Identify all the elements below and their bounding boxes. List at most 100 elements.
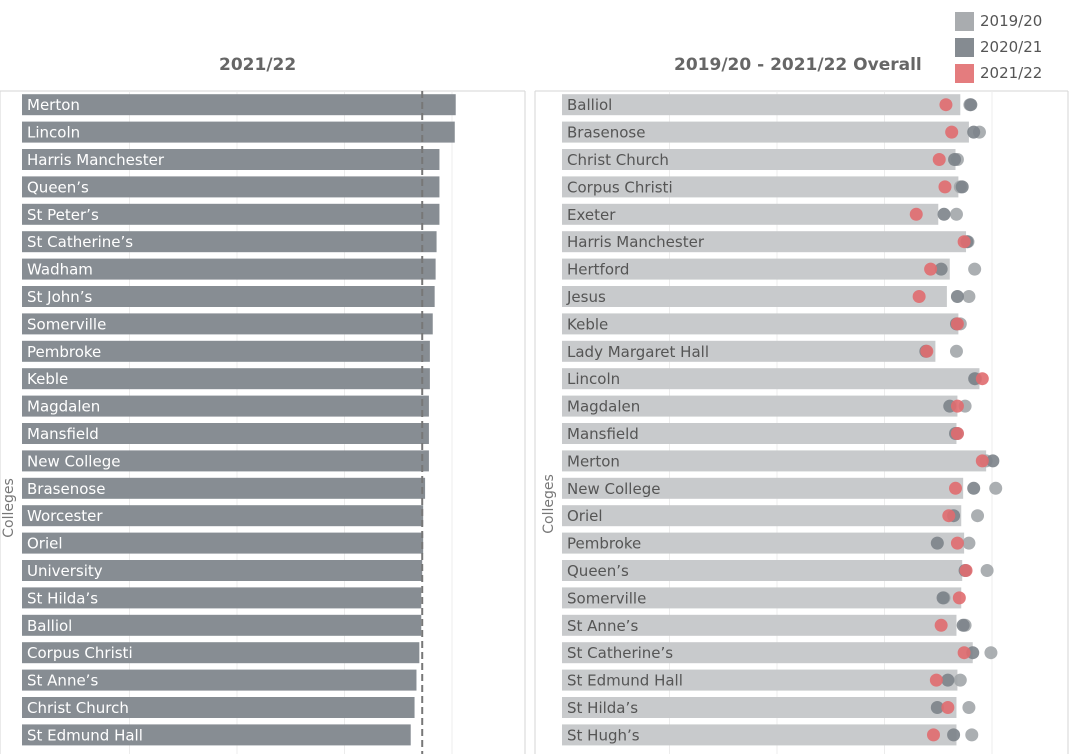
left-bar-label: St Edmund Hall (27, 726, 143, 744)
right-bar-label: Keble (567, 315, 608, 333)
legend-label-2019-20: 2019/20 (980, 12, 1043, 30)
legend-item-2020-21[interactable]: 2020/21 (955, 34, 1042, 60)
right-bar (562, 340, 936, 362)
left-bar (22, 368, 430, 390)
legend-swatch-2019-20 (955, 11, 974, 31)
left-panel-title: 2021/22 (219, 55, 297, 75)
legend-item-2021-22[interactable]: 2021/22 (955, 60, 1042, 86)
right-bar (562, 505, 962, 527)
right-bar-label: Oriel (567, 507, 603, 525)
legend-item-2019-20[interactable]: 2019/20 (955, 8, 1042, 34)
dot-2021-22 (975, 454, 989, 468)
dot-2021-22 (950, 317, 964, 331)
left-bar (22, 231, 437, 253)
dot-2021-22 (909, 207, 923, 221)
dot-2019-20 (962, 701, 976, 714)
left-bar-label: St Anne’s (27, 672, 98, 690)
dot-2020-21 (967, 125, 981, 139)
right-bar-label: Jesus (566, 288, 606, 306)
right-bar-label: Brasenose (567, 124, 645, 142)
dot-2019-20 (953, 673, 967, 687)
dot-2020-21 (936, 591, 950, 605)
right-bar-label: New College (567, 480, 660, 498)
right-bar-label: Christ Church (567, 151, 669, 169)
dot-2019-20 (980, 564, 994, 577)
right-bar-label: Harris Manchester (567, 233, 705, 251)
left-bar-label: Wadham (27, 261, 93, 279)
chart-legend: 2019/20 2020/21 2021/22 (955, 8, 1042, 86)
dot-2021-22 (939, 98, 953, 112)
dot-2021-22 (957, 235, 971, 249)
dot-2019-20 (984, 646, 998, 660)
right-bar (562, 231, 967, 253)
right-bar (562, 532, 965, 554)
right-panel-title: 2019/20 - 2021/22 Overall (674, 55, 922, 75)
right-bar (562, 258, 950, 280)
legend-swatch-2021-22 (955, 63, 974, 83)
left-bar (22, 313, 433, 335)
left-bar-label: Oriel (27, 535, 63, 553)
dot-2020-21 (955, 180, 969, 194)
left-bar (22, 450, 429, 472)
left-bar-label: University (27, 562, 103, 580)
right-bar-label: Merton (567, 452, 620, 470)
dot-2020-21 (930, 536, 944, 550)
right-bar-label: Lady Margaret Hall (567, 343, 709, 361)
dot-2021-22 (942, 509, 956, 523)
left-bar-label: Pembroke (27, 343, 101, 361)
dot-2021-22 (912, 290, 926, 303)
dot-2020-21 (947, 728, 961, 742)
left-bar (22, 176, 440, 198)
right-bar (562, 94, 961, 116)
right-bar-label: Magdalen (567, 398, 640, 416)
left-bar (22, 614, 422, 636)
right-bar-label: Somerville (567, 589, 646, 607)
right-bar (562, 477, 964, 499)
left-bar-label: Corpus Christi (27, 644, 133, 662)
left-bar-label: Worcester (27, 507, 103, 525)
left-bar (22, 258, 436, 280)
dot-2020-21 (948, 153, 962, 166)
dot-2021-22 (929, 673, 943, 687)
dot-2021-22 (949, 481, 963, 495)
right-bar (562, 121, 969, 143)
dot-2019-20 (962, 536, 976, 550)
left-bar (22, 587, 422, 609)
right-bar-label: St Hilda’s (567, 699, 638, 717)
right-bar (562, 697, 957, 718)
right-bar-label: Corpus Christi (567, 178, 673, 196)
right-bar-label: St Edmund Hall (567, 672, 683, 690)
left-bar-label: Queen’s (27, 178, 89, 196)
right-bar (562, 587, 962, 609)
left-bar (22, 697, 415, 718)
right-bar (562, 614, 957, 636)
dot-2019-20 (968, 262, 982, 276)
dot-2019-20 (989, 481, 1003, 495)
left-bar (22, 669, 417, 691)
right-bar (562, 368, 980, 390)
left-bar-label: St Peter’s (27, 206, 99, 224)
right-bar-label: St Catherine’s (567, 644, 673, 662)
right-bar-label: Balliol (567, 96, 612, 114)
dot-2019-20 (962, 290, 976, 303)
dot-2021-22 (924, 262, 938, 276)
right-bar-label: Mansfield (567, 425, 639, 443)
right-bar (562, 560, 963, 581)
left-bar-label: Brasenose (27, 480, 105, 498)
left-bar-label: St John’s (27, 288, 93, 306)
left-bar (22, 94, 456, 116)
left-bar (22, 203, 440, 225)
right-bar (562, 203, 939, 225)
right-bar (562, 286, 947, 307)
dot-2021-22 (926, 728, 940, 742)
left-bar-label: St Hilda’s (27, 589, 98, 607)
dot-2020-21 (950, 290, 964, 303)
dot-2021-22 (941, 701, 955, 714)
left-bar-label: Magdalen (27, 398, 100, 416)
dot-2020-21 (941, 673, 955, 687)
right-bar (562, 176, 959, 198)
right-bar (562, 313, 959, 335)
left-bar (22, 423, 429, 444)
legend-label-2020-21: 2020/21 (980, 38, 1043, 56)
